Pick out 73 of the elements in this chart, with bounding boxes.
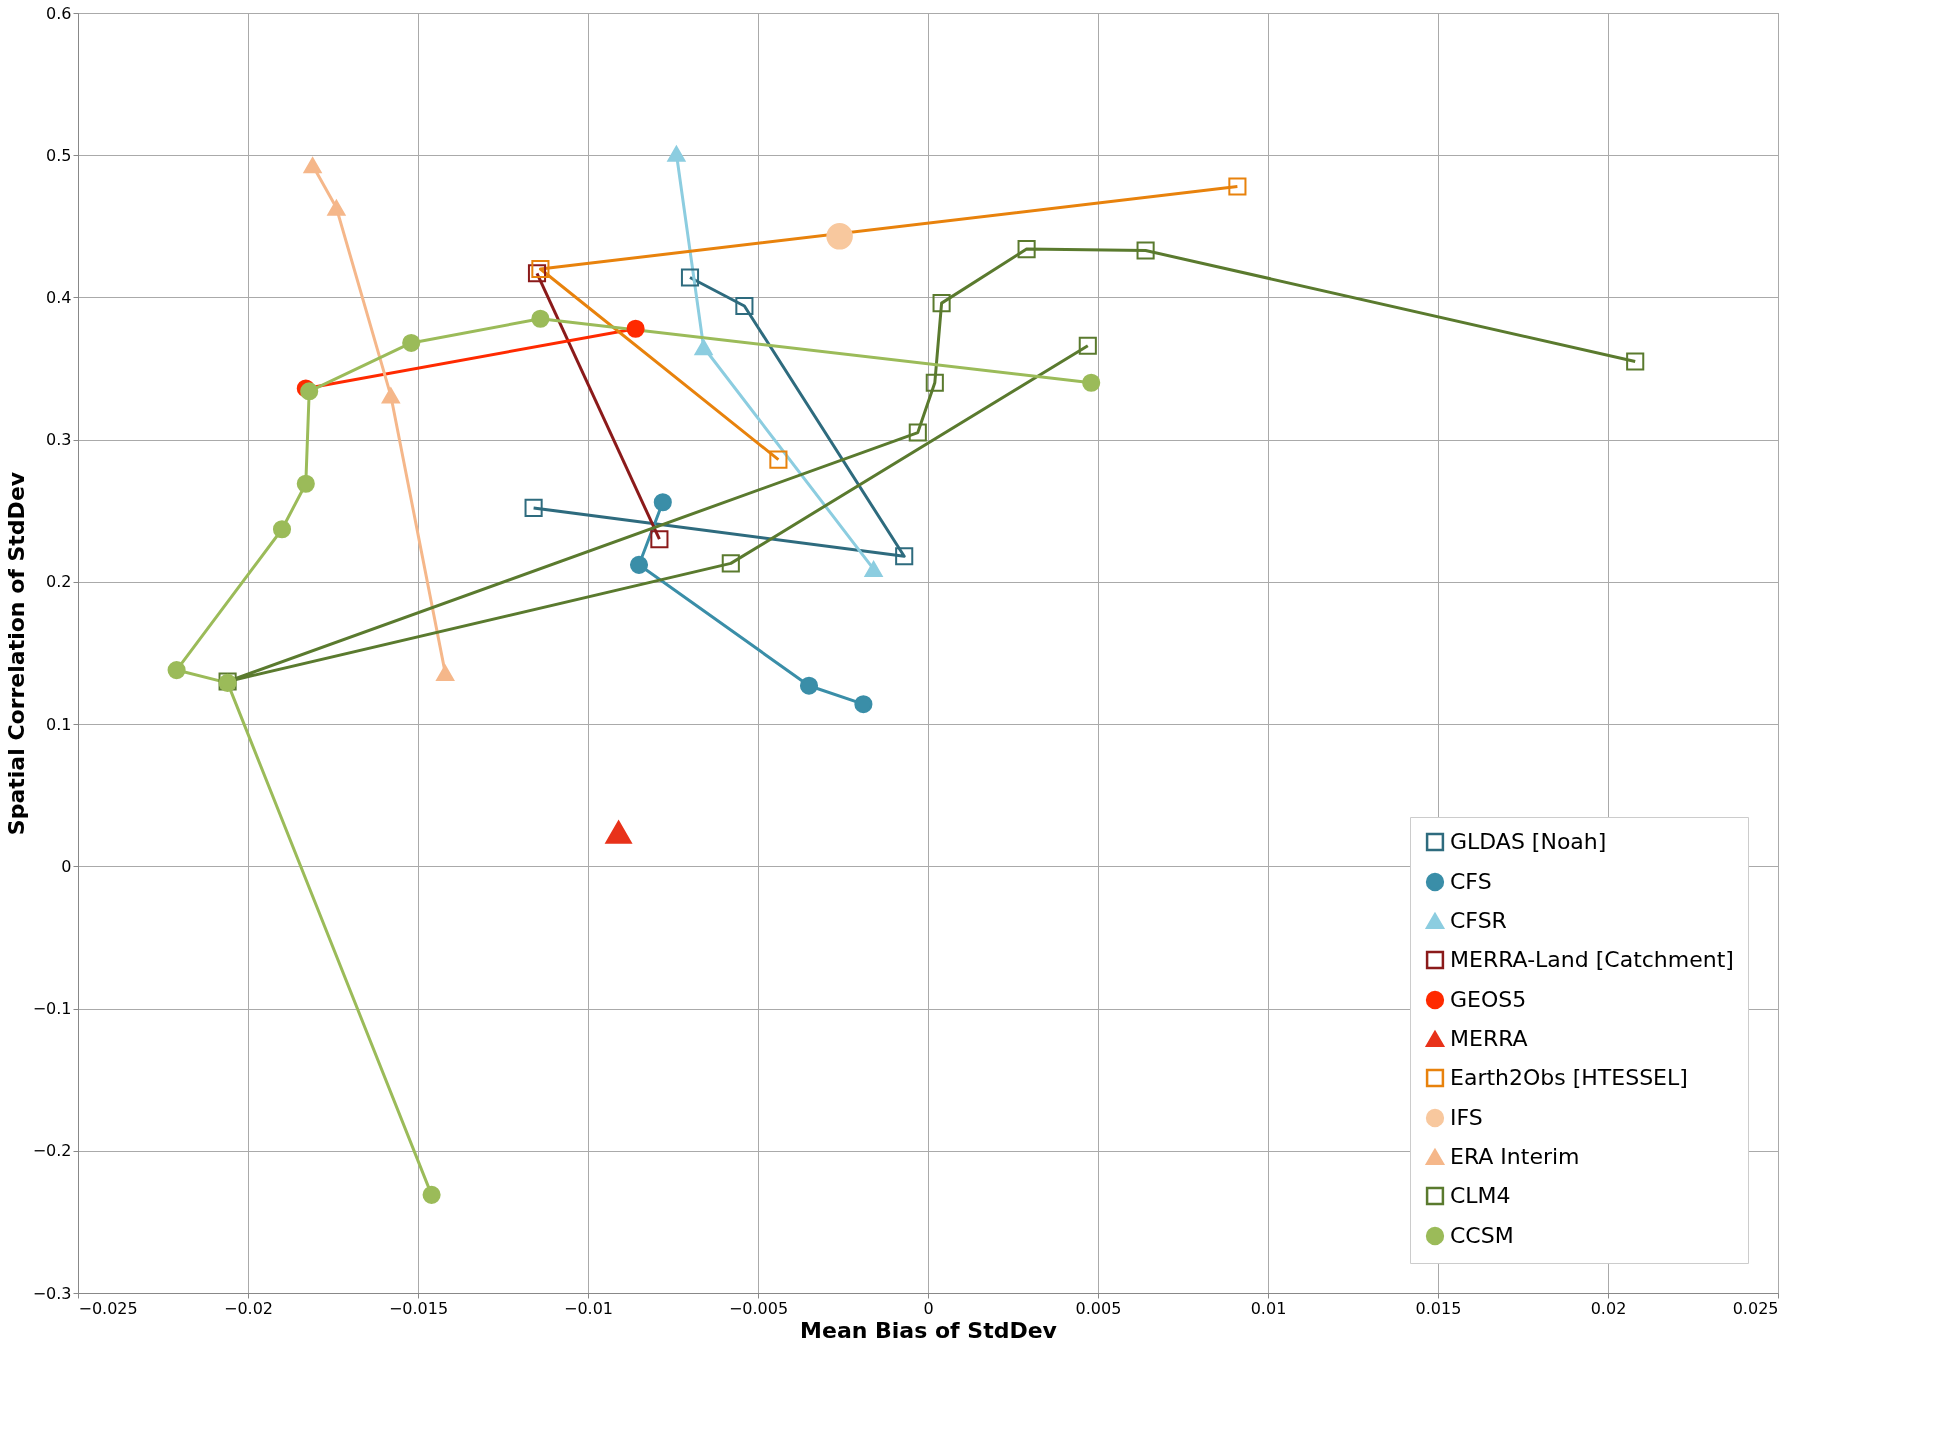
point <box>932 294 951 313</box>
legend-label: CFSR <box>1450 908 1507 933</box>
point <box>854 695 873 714</box>
point <box>1626 352 1645 371</box>
x-tick-label: −0.02 <box>223 1298 274 1318</box>
point <box>381 387 400 404</box>
x-tick-label: 0.02 <box>1590 1298 1627 1318</box>
point <box>167 661 186 680</box>
y-tick-label: 0.5 <box>46 145 72 165</box>
legend-label: ERA Interim <box>1450 1144 1580 1169</box>
y-tick-label: 0.1 <box>46 714 72 734</box>
y-tick-label: −0.1 <box>32 999 72 1019</box>
point <box>300 382 319 401</box>
point <box>908 423 927 442</box>
x-tick-label: 0 <box>923 1298 934 1318</box>
legend-label: CLM4 <box>1450 1183 1511 1208</box>
point <box>605 820 632 844</box>
point <box>531 309 550 328</box>
point <box>799 676 819 695</box>
y-tick-label: 0.3 <box>46 430 72 450</box>
point <box>327 199 346 216</box>
legend-label: GEOS5 <box>1450 987 1527 1012</box>
legend-label: CCSM <box>1450 1223 1514 1248</box>
point <box>721 554 740 573</box>
point <box>629 555 649 574</box>
x-tick-label: −0.01 <box>563 1298 614 1318</box>
y-tick-label: 0 <box>61 856 72 876</box>
legend-label: Earth2Obs [HTESSEL] <box>1450 1065 1688 1090</box>
point <box>735 296 754 316</box>
x-tick-label: 0.005 <box>1075 1298 1122 1318</box>
x-tick-label: 0.025 <box>1732 1298 1779 1318</box>
legend-label: GLDAS [Noah] <box>1450 829 1607 854</box>
point <box>402 333 421 352</box>
point <box>653 493 672 512</box>
y-tick-label: −0.2 <box>32 1141 72 1161</box>
point <box>1078 336 1097 355</box>
point <box>650 530 669 549</box>
point <box>895 547 914 566</box>
point <box>1136 241 1155 260</box>
point <box>524 498 543 517</box>
point <box>826 223 853 250</box>
legend-label: MERRA <box>1450 1026 1528 1051</box>
x-tick-label: −0.015 <box>388 1298 449 1318</box>
x-tick-label: −0.005 <box>728 1298 789 1318</box>
point <box>925 373 944 392</box>
point <box>694 339 713 356</box>
point <box>527 264 547 283</box>
point <box>1082 373 1101 392</box>
x-axis-title: Mean Bias of StdDev <box>800 1317 1058 1343</box>
legend-label: CFS <box>1450 869 1492 894</box>
point <box>422 1185 441 1204</box>
point <box>531 259 550 279</box>
x-tick-label: 0.015 <box>1415 1298 1462 1318</box>
legend-label: MERRA-Land [Catchment] <box>1450 947 1734 972</box>
point <box>436 664 455 681</box>
x-tick-label: −0.025 <box>78 1298 138 1318</box>
y-tick-label: 0.6 <box>46 3 72 23</box>
x-tick-label: 0.01 <box>1250 1298 1287 1318</box>
point <box>864 561 883 578</box>
point <box>626 319 645 338</box>
legend-label: IFS <box>1450 1105 1483 1130</box>
point <box>769 450 788 469</box>
y-tick-label: −0.3 <box>32 1283 72 1303</box>
point <box>296 474 315 493</box>
point <box>272 520 292 539</box>
y-tick-label: 0.4 <box>46 287 72 307</box>
y-axis-title: Spatial Correlation of StdDev <box>3 471 29 836</box>
y-tick-label: 0.2 <box>46 572 72 592</box>
point <box>303 157 322 174</box>
point <box>1228 177 1247 196</box>
point <box>680 268 700 287</box>
point <box>667 145 686 162</box>
point <box>1017 240 1036 259</box>
